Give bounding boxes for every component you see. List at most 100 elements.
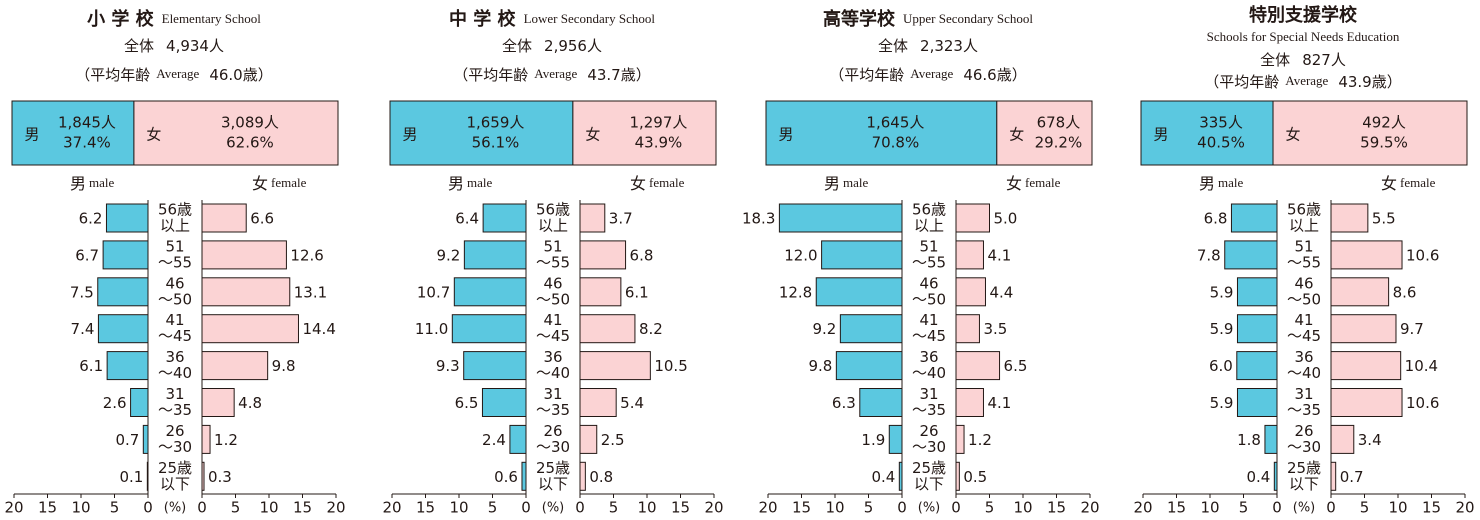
x-tick-label: 0: [1326, 499, 1336, 517]
average-value: 43.9歳）: [1338, 73, 1401, 91]
bar: [955, 424, 965, 454]
average-label-en: Average: [156, 66, 199, 81]
bar: [955, 314, 980, 344]
bar: [579, 314, 636, 344]
bar: [201, 277, 291, 307]
x-tick-label: 0: [951, 499, 961, 517]
legend-name: 男: [448, 174, 464, 193]
value-label: 6.0: [1209, 357, 1233, 375]
total-value: 827人: [1302, 51, 1346, 69]
age-label: 36: [543, 348, 562, 366]
gender-label: 男: [402, 126, 417, 144]
age-label: 46: [1294, 274, 1313, 292]
value-label: 6.8: [1204, 210, 1228, 228]
gender-label: 女: [146, 126, 161, 144]
value-label: 5.9: [1210, 394, 1234, 412]
gender-label: 女: [1009, 126, 1024, 144]
legend-entry: 女 female: [1006, 174, 1061, 193]
value-label: 1.9: [861, 431, 885, 449]
age-label: 46: [919, 274, 938, 292]
legend-entry: 男 male: [70, 174, 115, 193]
age-label: 56歳: [912, 201, 946, 219]
value-label: 6.8: [630, 246, 654, 264]
bar: [201, 240, 287, 270]
gender-count: 335人: [1199, 114, 1243, 132]
age-label: 46: [543, 274, 562, 292]
x-tick-label: 15: [38, 499, 57, 517]
panel: 特別支援学校 Schools for Special Needs Educatio…: [1133, 4, 1474, 517]
x-axis-label: (%): [542, 501, 565, 516]
age-label: 〜35: [536, 401, 570, 419]
legend-name-en: male: [467, 175, 492, 190]
value-label: 6.7: [75, 246, 99, 264]
value-label: 14.4: [302, 320, 335, 338]
title-en: Schools for Special Needs Education: [1207, 29, 1400, 44]
bar: [821, 240, 903, 270]
value-label: 7.8: [1197, 246, 1221, 264]
x-tick-label: 15: [416, 499, 435, 517]
value-label: 2.4: [482, 431, 506, 449]
legend-name-en: male: [89, 175, 114, 190]
age-label: 〜45: [536, 327, 570, 345]
age-label: 36: [919, 348, 938, 366]
legend-name: 男: [70, 174, 86, 193]
average-value: 43.7歳）: [587, 66, 650, 84]
value-label: 10.6: [1406, 246, 1439, 264]
total-value: 4,934人: [166, 37, 224, 55]
bar: [1330, 203, 1369, 233]
age-label: 〜55: [536, 253, 570, 271]
value-label: 4.8: [238, 394, 262, 412]
x-tick-label: 5: [609, 499, 619, 517]
average-label-en: Average: [534, 66, 577, 81]
gender-count: 1,659人: [466, 114, 524, 132]
value-label: 9.3: [436, 357, 460, 375]
age-label: 〜50: [536, 290, 570, 308]
age-label: 〜30: [536, 438, 570, 456]
average: （平均年齢 Average 43.7歳）: [453, 66, 650, 84]
value-label: 1.8: [1237, 431, 1261, 449]
average-value: 46.6歳）: [963, 66, 1026, 84]
x-tick-label: 0: [521, 499, 531, 517]
bar: [142, 424, 149, 454]
x-axis-label: (%): [918, 501, 941, 516]
bar: [1330, 351, 1402, 381]
bar: [451, 314, 527, 344]
age-label: 25歳: [158, 459, 192, 477]
value-label: 12.6: [290, 246, 323, 264]
age-label: 以上: [538, 217, 568, 235]
bar: [579, 461, 586, 491]
x-tick-label: 5: [985, 499, 995, 517]
bar: [102, 240, 149, 270]
age-label: 51: [165, 237, 184, 255]
bar: [97, 277, 149, 307]
gender-percent: 70.8%: [872, 134, 920, 152]
value-label: 4.4: [989, 283, 1013, 301]
bar: [1224, 240, 1278, 270]
average-label: （平均年齢: [1204, 73, 1279, 91]
age-label: 〜35: [158, 401, 192, 419]
value-label: 6.1: [79, 357, 103, 375]
bar: [201, 314, 299, 344]
title-ja: 高等学校: [823, 8, 896, 30]
gender-bar: [11, 100, 135, 166]
gender-bar: [1272, 100, 1468, 166]
gender-label: 男: [1153, 126, 1168, 144]
bar: [815, 277, 903, 307]
total-value: 2,956人: [544, 37, 602, 55]
value-label: 0.4: [1246, 468, 1270, 486]
age-label: 以上: [914, 217, 944, 235]
bar: [955, 351, 1001, 381]
legend-entry: 女 female: [630, 174, 685, 193]
age-label: 26: [543, 422, 562, 440]
panel: 中 学 校 Lower Secondary School 全体 2,956人 （平均年齢…: [382, 8, 723, 517]
x-tick-label: 10: [1388, 499, 1407, 517]
value-label: 0.6: [494, 468, 518, 486]
legend-name: 男: [824, 174, 840, 193]
value-label: 1.2: [214, 431, 238, 449]
x-tick-label: 10: [1200, 499, 1219, 517]
bar: [579, 203, 606, 233]
age-label: 〜30: [158, 438, 192, 456]
age-label: 〜40: [536, 364, 570, 382]
bar: [1330, 461, 1337, 491]
value-label: 13.1: [294, 283, 327, 301]
